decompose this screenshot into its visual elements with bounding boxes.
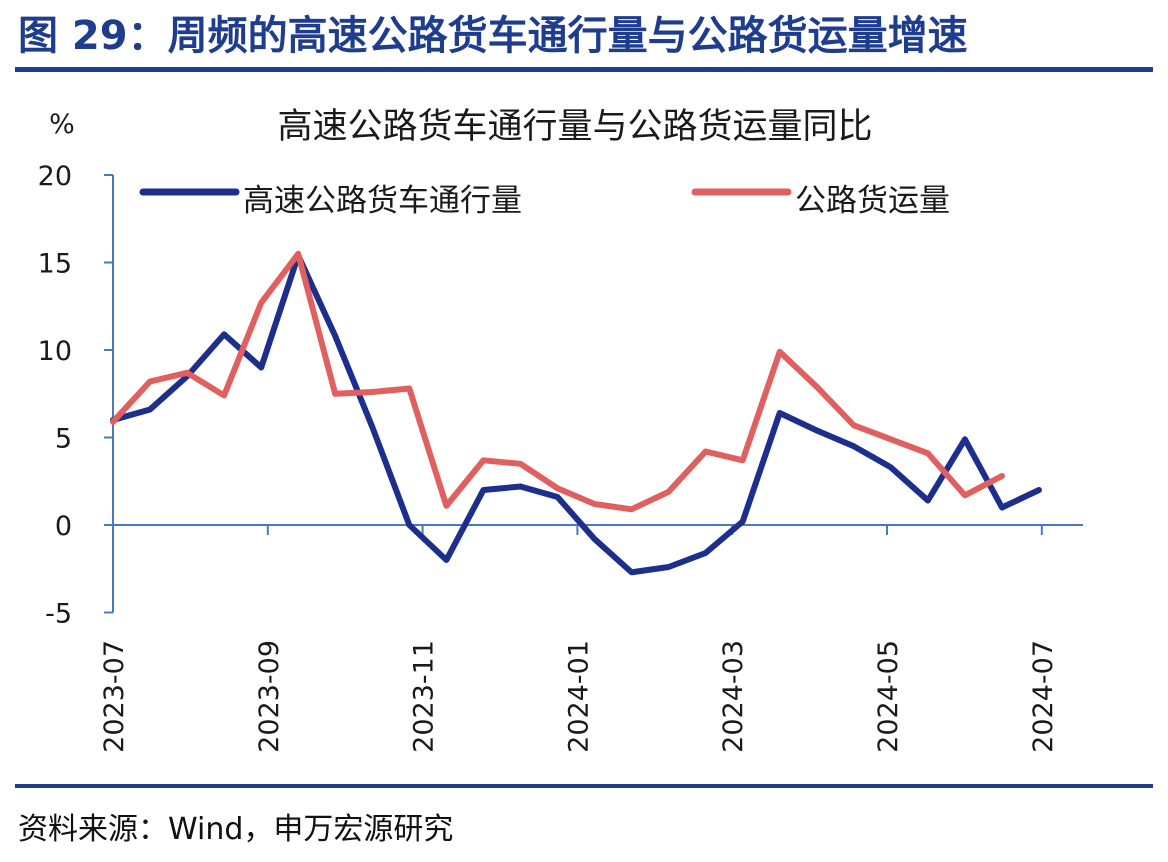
source-note: 资料来源：Wind，申万宏源研究 [18, 812, 454, 847]
series-line [110, 250, 1005, 513]
footer-divider [15, 784, 1153, 788]
series-layer [110, 250, 1042, 576]
y-tick-label: 15 [38, 249, 72, 280]
line-chart: 高速公路货车通行量与公路货运量同比 % 20 15 10 5 0 -5 2023-07 202… [38, 107, 1083, 753]
x-tick-label: 2024-03 [718, 640, 749, 753]
y-tick-label: 10 [38, 336, 72, 367]
title-divider [15, 67, 1153, 72]
series-line [110, 252, 1042, 576]
x-tick-label: 2023-09 [254, 640, 285, 753]
chart-legend: 高速公路货车通行量 公路货运量 [139, 183, 950, 219]
figure-title: 图 29：周频的高速公路货车通行量与公路货运量增速 [18, 13, 968, 59]
y-tick-label: -5 [45, 599, 72, 630]
x-tick-label: 2023-11 [409, 640, 440, 753]
y-tick-label: 0 [55, 511, 72, 542]
legend-label: 公路货运量 [795, 183, 950, 219]
legend-label: 高速公路货车通行量 [243, 183, 522, 219]
y-tick-label: 5 [55, 424, 72, 455]
y-axis-unit-label: % [49, 109, 75, 140]
x-tick-label: 2024-07 [1028, 640, 1059, 753]
chart-title: 高速公路货车通行量与公路货运量同比 [277, 107, 872, 147]
x-tick-label: 2024-01 [563, 640, 594, 753]
axes: 20 15 10 5 0 -5 2023-07 2023-09 2023-11 2024-01 20… [38, 161, 1083, 753]
x-tick-label: 2023-07 [99, 640, 130, 753]
x-tick-label: 2024-05 [873, 640, 904, 753]
y-tick-label: 20 [38, 161, 72, 192]
